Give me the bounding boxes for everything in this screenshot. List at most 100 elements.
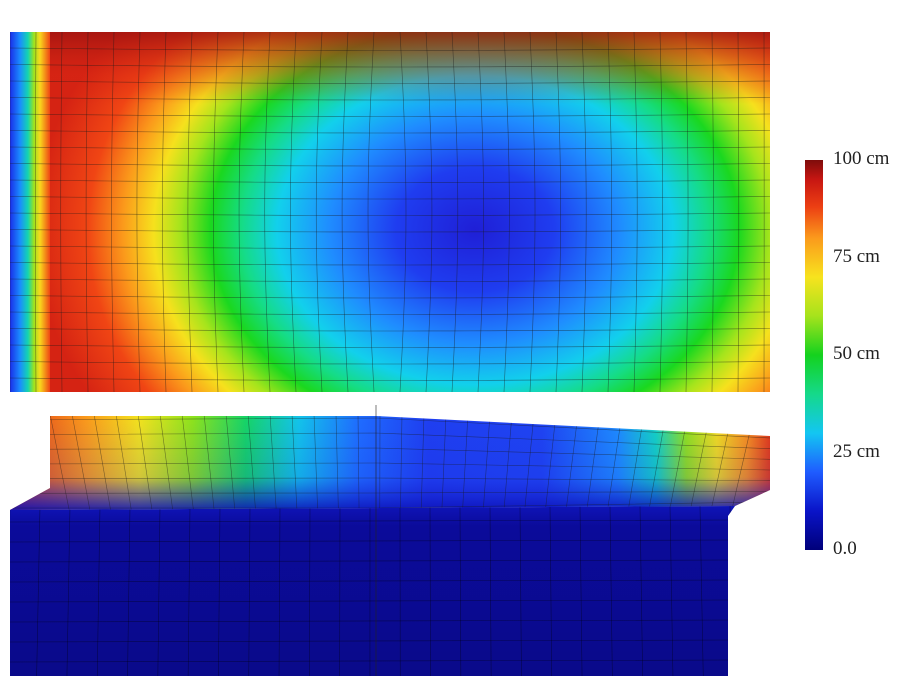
mesh-line	[66, 506, 71, 676]
mesh-line	[10, 80, 770, 84]
mesh-line	[729, 506, 734, 676]
mesh-line	[549, 506, 553, 676]
mesh-line	[247, 416, 256, 510]
mesh-line	[10, 97, 770, 101]
mesh-line	[399, 32, 407, 392]
middle-layer	[10, 416, 770, 510]
mesh-line	[639, 506, 643, 676]
mesh-line	[162, 32, 167, 392]
mesh-line	[137, 416, 153, 510]
mesh-line	[659, 32, 663, 392]
upper-block	[10, 32, 770, 392]
mesh-line	[367, 32, 375, 392]
mesh-line	[10, 519, 731, 523]
mesh-line	[10, 47, 770, 51]
mesh-line	[607, 32, 613, 392]
mesh-line	[10, 130, 770, 134]
colorbar-tick-label: 50 cm	[833, 343, 880, 364]
mesh-line	[10, 295, 770, 299]
mesh-line	[451, 32, 459, 392]
mesh-line	[187, 506, 191, 676]
mesh-line	[203, 416, 215, 510]
mesh-line	[127, 506, 131, 676]
mesh-line	[10, 377, 770, 381]
mesh-line	[633, 32, 638, 392]
mesh-line	[10, 163, 770, 167]
mesh-line	[218, 506, 221, 676]
mesh-line	[425, 32, 433, 392]
mesh-line	[10, 146, 770, 150]
mesh-line	[315, 32, 323, 392]
mesh-line	[482, 416, 491, 510]
mesh-line	[699, 506, 704, 676]
mesh-line	[248, 506, 251, 676]
mesh-line	[544, 416, 557, 510]
mesh-line	[627, 416, 645, 510]
mesh-line	[429, 506, 431, 676]
mesh-line	[93, 416, 112, 510]
mesh-line	[669, 506, 674, 676]
mesh-line	[524, 416, 535, 510]
mesh-line	[737, 32, 740, 392]
mesh-line	[309, 506, 311, 676]
mesh-line	[579, 506, 583, 676]
mesh-line	[10, 344, 770, 348]
mesh-line	[36, 506, 41, 676]
mesh-line	[96, 506, 101, 676]
mesh-line	[10, 278, 770, 282]
mesh-line	[503, 416, 513, 510]
bottom-block	[10, 506, 735, 676]
colorbar	[805, 160, 823, 550]
mesh-line	[420, 416, 425, 510]
colorbar-gradient	[805, 160, 823, 550]
mesh-line	[10, 328, 770, 332]
mesh-line	[341, 32, 349, 392]
colorbar-tick-label: 25 cm	[833, 440, 880, 462]
mesh-line	[581, 32, 587, 392]
mesh-line	[10, 113, 770, 117]
mesh-line	[489, 506, 492, 676]
mesh-line	[685, 32, 689, 392]
mesh-line	[290, 32, 297, 392]
mesh-line	[238, 32, 245, 392]
mesh-line	[181, 416, 194, 510]
mesh-line	[159, 416, 174, 510]
mesh-line	[10, 619, 731, 623]
mesh-line	[213, 32, 219, 392]
mesh-line	[187, 32, 193, 392]
mesh-line	[10, 179, 770, 183]
mesh-line	[71, 416, 91, 510]
upper-mesh-lines	[10, 32, 770, 392]
mesh-line	[711, 32, 714, 392]
mesh-line	[115, 416, 132, 510]
mesh-line	[10, 311, 770, 315]
mesh-line	[10, 196, 770, 200]
mesh-line	[10, 229, 770, 233]
mesh-line	[157, 506, 161, 676]
mesh-line	[10, 506, 11, 676]
mesh-line	[10, 579, 731, 583]
colorbar-tick-label: 100 cm	[833, 148, 890, 169]
colorbar-tick-label: 0.0	[833, 538, 857, 559]
mesh-line	[441, 416, 447, 510]
mesh-line	[529, 32, 536, 392]
mesh-line	[136, 32, 141, 392]
colorbar-tick-label: 75 cm	[833, 245, 880, 267]
mesh-line	[503, 32, 510, 392]
mesh-line	[400, 416, 403, 510]
mesh-line	[278, 506, 281, 676]
mesh-line	[609, 506, 613, 676]
mesh-line	[85, 32, 89, 392]
mesh-line	[459, 506, 462, 676]
mesh-line	[555, 32, 561, 392]
mesh-line	[60, 32, 63, 392]
mesh-line	[10, 539, 731, 543]
mesh-line	[10, 559, 731, 563]
mesh-line	[10, 599, 731, 603]
bottom-mesh-lines	[10, 506, 734, 676]
mesh-line	[10, 64, 770, 68]
mesh-line	[586, 416, 601, 510]
mesh-line	[10, 245, 770, 249]
left-edge-strip	[10, 32, 50, 392]
